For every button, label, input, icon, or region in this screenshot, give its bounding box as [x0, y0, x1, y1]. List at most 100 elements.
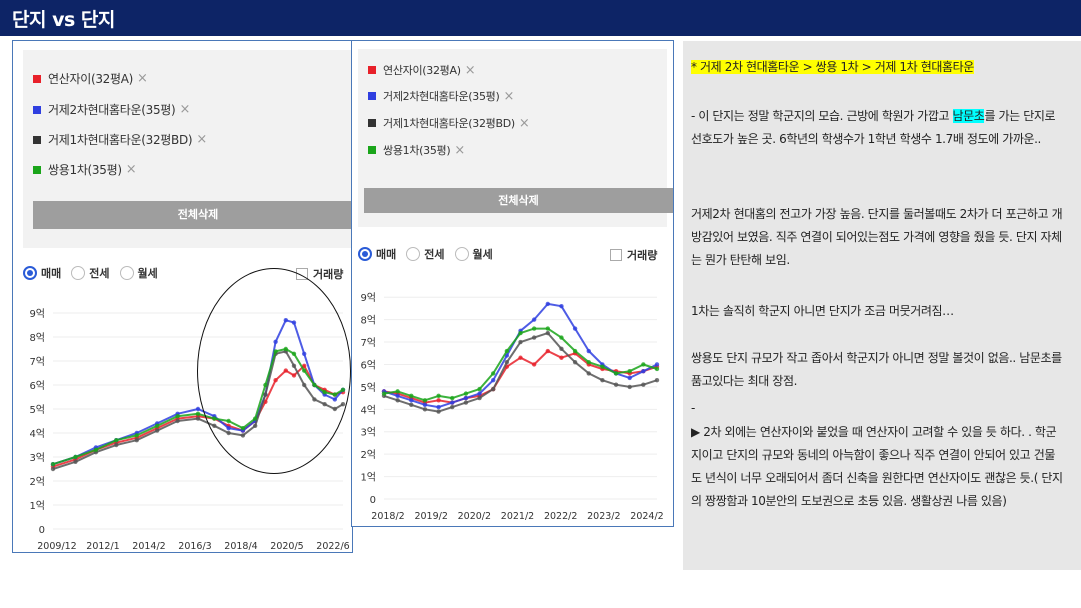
data-point — [545, 326, 550, 331]
y-tick-label: 3억 — [360, 427, 376, 439]
notes-paragraph: 1차는 솔직히 학군지 아니면 단지가 조금 머뭇거려짐… — [691, 304, 954, 318]
radio-monthly[interactable]: 월세 — [119, 265, 158, 281]
data-point — [586, 348, 591, 354]
data-point — [395, 393, 400, 399]
data-point — [491, 377, 496, 383]
radio-jeonse[interactable]: 전세 — [406, 246, 445, 262]
data-point — [134, 433, 139, 438]
y-tick-label: 1억 — [360, 472, 376, 484]
data-point — [654, 377, 660, 383]
color-swatch — [33, 135, 41, 144]
data-point — [641, 362, 646, 367]
color-swatch — [33, 74, 41, 83]
x-tick-label: 2016/3 — [178, 541, 211, 552]
deal-type-radio-group: 매매 전세 월세 — [358, 246, 503, 262]
radio-label: 월세 — [472, 248, 493, 261]
data-point — [463, 395, 469, 401]
data-point — [491, 371, 496, 376]
data-point — [504, 348, 510, 354]
data-point — [477, 386, 482, 392]
data-point — [422, 407, 428, 412]
notes-paragraph: ▶ 2차 외에는 연산자이와 붙었을 때 연산자이 고려할 수 있을 듯 하다.… — [691, 425, 1063, 508]
checkbox-icon — [610, 249, 622, 261]
y-tick-label: 7억 — [29, 356, 45, 368]
legend-label: 연산자이(32평A) — [383, 64, 461, 77]
data-point — [627, 384, 632, 390]
radio-sale[interactable]: 매매 — [358, 246, 396, 262]
remove-icon[interactable]: × — [179, 102, 191, 117]
radio-monthly[interactable]: 월세 — [454, 246, 493, 262]
x-tick-label: 2018/4 — [224, 541, 257, 552]
y-tick-label: 2억 — [29, 476, 45, 488]
data-point — [409, 393, 414, 399]
data-point — [395, 398, 400, 403]
remove-icon[interactable]: × — [518, 115, 530, 131]
data-point — [50, 466, 56, 472]
data-point — [641, 369, 646, 374]
data-point — [545, 301, 550, 307]
data-point — [436, 398, 441, 403]
radio-selected-icon — [358, 247, 372, 261]
radio-empty-icon — [454, 247, 469, 261]
legend-item: 연산자이(32평A) × — [368, 62, 476, 78]
volume-label: 거래량 — [313, 268, 344, 281]
radio-label: 매매 — [376, 248, 397, 261]
radio-label: 전세 — [89, 267, 110, 280]
remove-icon[interactable]: × — [196, 132, 207, 147]
deal-type-radio-group: 매매 전세 월세 — [23, 265, 168, 281]
notes-paragraph: 거제2차 현대홈의 전고가 가장 높음. 단지를 둘러볼때도 2차가 더 포근하… — [691, 207, 1063, 267]
data-point — [409, 402, 414, 408]
legend-label: 거제1차현대홈타운(32평BD) — [48, 133, 193, 147]
radio-sale[interactable]: 매매 — [23, 265, 61, 281]
remove-icon[interactable]: × — [464, 62, 476, 78]
color-swatch — [33, 165, 41, 174]
remove-icon[interactable]: × — [125, 162, 137, 177]
color-swatch — [368, 146, 376, 154]
data-point — [559, 346, 564, 351]
volume-checkbox[interactable]: 거래량 — [610, 247, 657, 263]
volume-label: 거래량 — [627, 249, 658, 262]
x-tick-label: 2023/2 — [587, 511, 620, 522]
remove-icon[interactable]: × — [503, 88, 515, 104]
delete-all-button[interactable]: 전체삭제 — [364, 188, 673, 213]
data-point — [93, 447, 99, 452]
data-point — [559, 355, 564, 360]
x-tick-label: 2021/2 — [501, 511, 534, 522]
color-swatch — [33, 105, 41, 114]
data-point — [572, 360, 578, 365]
price-chart-recent: 0 1억 2억 3억 4억 5억 6억 7억 8억 9억 2018/2 2019/2 2020/2 202… — [360, 292, 663, 522]
remove-icon[interactable]: × — [454, 142, 465, 158]
data-point — [572, 326, 578, 331]
y-tick-label: 0 — [39, 525, 45, 536]
y-tick-label: 7억 — [360, 337, 376, 349]
data-point — [154, 428, 160, 433]
radio-label: 전세 — [424, 248, 445, 261]
remove-icon[interactable]: × — [137, 71, 148, 86]
x-tick-label: 2020/2 — [458, 511, 491, 522]
data-point — [450, 400, 455, 405]
radio-empty-icon — [71, 266, 86, 280]
radio-jeonse[interactable]: 전세 — [71, 265, 110, 281]
data-point — [613, 382, 619, 387]
data-point — [436, 393, 441, 399]
data-point — [463, 400, 469, 405]
data-point — [134, 438, 139, 443]
legend-label: 쌍용1차(35평) — [383, 144, 451, 157]
highlight-ellipse — [197, 268, 351, 474]
legend-label: 거제1차현대홈타운(32평BD) — [383, 117, 515, 130]
data-point — [175, 418, 180, 424]
data-point — [545, 348, 550, 354]
legend-label: 거제2차현대홈타운(35평) — [48, 103, 176, 117]
data-point — [641, 382, 646, 387]
data-point — [73, 454, 78, 460]
y-tick-label: 8억 — [29, 332, 45, 344]
delete-all-button[interactable]: 전체삭제 — [33, 201, 363, 229]
legend-item: 쌍용1차(35평) × — [33, 161, 137, 178]
data-point — [477, 391, 482, 396]
legend-item: 거제2차현대홈타운(35평) × — [368, 88, 514, 104]
data-point — [450, 404, 455, 410]
data-point — [477, 395, 482, 401]
data-point — [654, 366, 660, 372]
data-point — [504, 360, 510, 365]
data-point — [545, 330, 550, 336]
